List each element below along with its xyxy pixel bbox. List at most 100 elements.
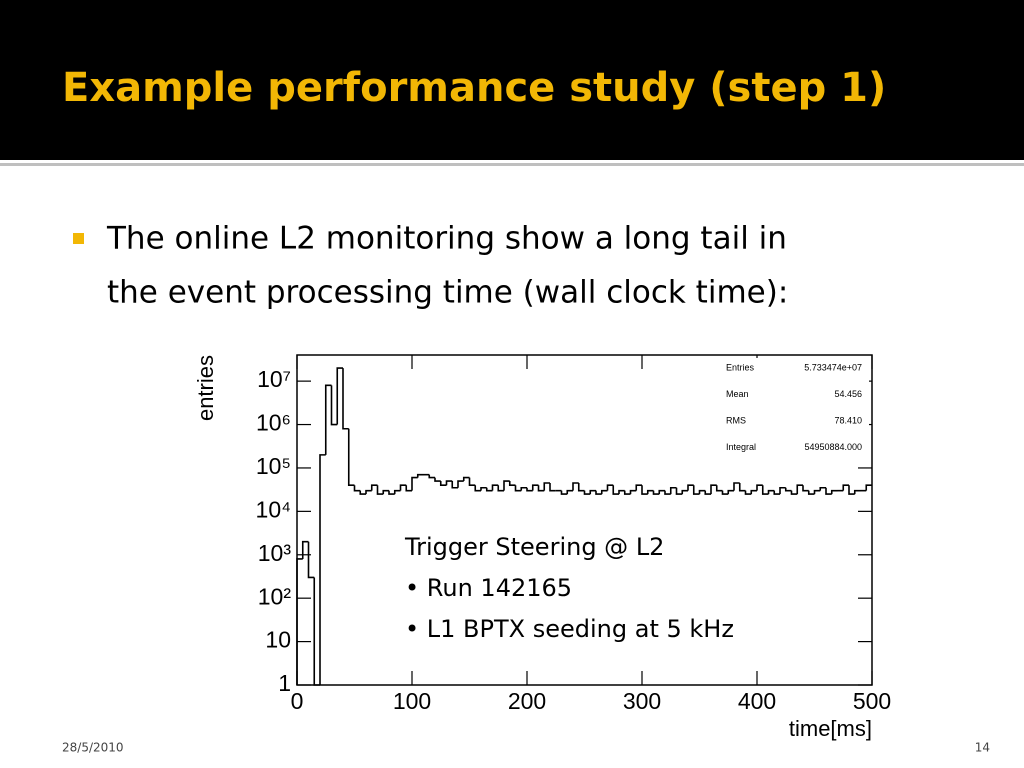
- y-tick-label: 1: [278, 670, 291, 696]
- histogram-bin: [629, 489, 637, 495]
- annotation: Trigger Steering @ L2: [404, 533, 664, 561]
- histogram-bin: [405, 485, 412, 492]
- x-tick-label: 500: [853, 688, 891, 714]
- histogram-bin: [698, 489, 706, 495]
- histogram-bin: [503, 480, 510, 491]
- x-tick-label: 200: [508, 688, 546, 714]
- histogram-bin: [474, 485, 481, 492]
- histogram-bin: [813, 489, 821, 495]
- stat-label: Integral: [726, 442, 756, 452]
- histogram-bin: [520, 486, 527, 491]
- histogram-bin: [675, 487, 683, 495]
- histogram-bin: [359, 490, 366, 495]
- histogram-bin: [825, 487, 832, 495]
- histogram-bin: [566, 489, 573, 495]
- histogram-bin: [750, 489, 757, 495]
- stat-label: Mean: [726, 389, 749, 399]
- histogram-bin: [635, 484, 642, 491]
- histogram-bin: [779, 486, 786, 495]
- histogram-bin: [641, 485, 648, 495]
- stat-label: Entries: [726, 362, 755, 372]
- histogram-bin: [301, 540, 309, 559]
- histogram-bin: [324, 384, 332, 455]
- y-tick-label: 10⁷: [257, 366, 291, 392]
- annotation: • L1 BPTX seeding at 5 kHz: [405, 615, 734, 643]
- page-number: 14: [975, 741, 990, 755]
- chart: 1 10 10² 10³ 10⁴ 10⁵ 10⁶ 10⁷ 0 100 200 300 400 500tim…: [193, 354, 891, 741]
- y-tick-label: 10⁵: [256, 453, 291, 479]
- histogram-bin: [330, 385, 338, 426]
- histogram-bin: [658, 489, 665, 495]
- histogram-bin: [830, 489, 838, 495]
- histogram-bin: [853, 489, 861, 495]
- histogram-bin: [773, 490, 780, 495]
- histogram-bin: [485, 487, 493, 492]
- histogram-bin: [439, 481, 447, 487]
- histogram-bin: [468, 477, 476, 487]
- histogram-bin: [577, 483, 585, 492]
- histogram-bin: [526, 487, 533, 492]
- histogram-bin: [457, 480, 464, 488]
- y-tick-label: 10²: [258, 583, 292, 609]
- histogram-bin: [790, 490, 798, 495]
- histogram-bin: [543, 482, 550, 491]
- histogram-bin: [445, 480, 453, 486]
- histogram-bin: [664, 490, 671, 495]
- histogram-bin: [738, 483, 746, 492]
- histogram-bin: [549, 483, 556, 492]
- histogram-bin: [618, 489, 625, 495]
- histogram-bin: [807, 490, 815, 495]
- histogram-bin: [399, 484, 407, 491]
- histogram-bin: [802, 485, 809, 492]
- histogram-bin: [744, 490, 752, 495]
- histogram-bin: [434, 477, 441, 482]
- histogram-bin: [353, 485, 361, 492]
- footer-date: 28/5/2010: [62, 741, 124, 755]
- histogram-bin: [382, 489, 389, 495]
- histogram-bin: [796, 484, 803, 495]
- stat-value: 78.410: [834, 415, 862, 425]
- x-tick-label: 300: [623, 688, 661, 714]
- y-tick-label: 10⁶: [256, 410, 291, 436]
- histogram-bin: [462, 476, 470, 482]
- stats-box: [722, 358, 869, 458]
- histogram-bin: [572, 482, 579, 491]
- histogram-bin: [761, 485, 769, 495]
- histogram-bin: [342, 368, 349, 430]
- histogram-bin: [704, 490, 711, 495]
- histogram-bin: [313, 577, 320, 686]
- histogram-bin: [784, 487, 792, 492]
- histogram-bin: [606, 484, 614, 491]
- histogram-bin: [600, 489, 608, 495]
- histogram-bin: [480, 486, 487, 491]
- histogram-bin: [497, 485, 504, 492]
- histogram-bin: [681, 489, 688, 495]
- histogram-bin: [595, 490, 602, 495]
- stat-value: 5.733474e+07: [804, 362, 862, 372]
- histogram-bin: [370, 484, 378, 491]
- histogram-bin: [692, 485, 700, 495]
- histogram-bin: [733, 482, 740, 491]
- annotation: • Run 142165: [405, 574, 572, 602]
- histogram-bin: [491, 484, 499, 491]
- histogram-bin: [336, 367, 343, 425]
- bullet-line: the event processing time (wall clock ti…: [107, 275, 788, 311]
- histogram-bin: [416, 473, 424, 478]
- stat-value: 54950884.000: [804, 442, 862, 452]
- bullet-line: The online L2 monitoring show a long tai…: [106, 221, 787, 257]
- y-axis-label: entries: [193, 355, 218, 421]
- y-tick-label: 10³: [258, 540, 292, 566]
- histogram-bin: [411, 476, 418, 491]
- histogram-bin: [669, 486, 677, 495]
- histogram-bin: [560, 490, 568, 495]
- histogram-bin: [721, 490, 729, 495]
- histogram-bin: [319, 454, 326, 685]
- histogram-bin: [365, 489, 372, 495]
- histogram-bin: [388, 490, 395, 495]
- x-tick-label: 0: [291, 688, 304, 714]
- histogram-bin: [652, 490, 660, 495]
- bullet-marker: [73, 233, 84, 244]
- histogram-bin: [537, 485, 545, 492]
- histogram-bin: [307, 541, 315, 579]
